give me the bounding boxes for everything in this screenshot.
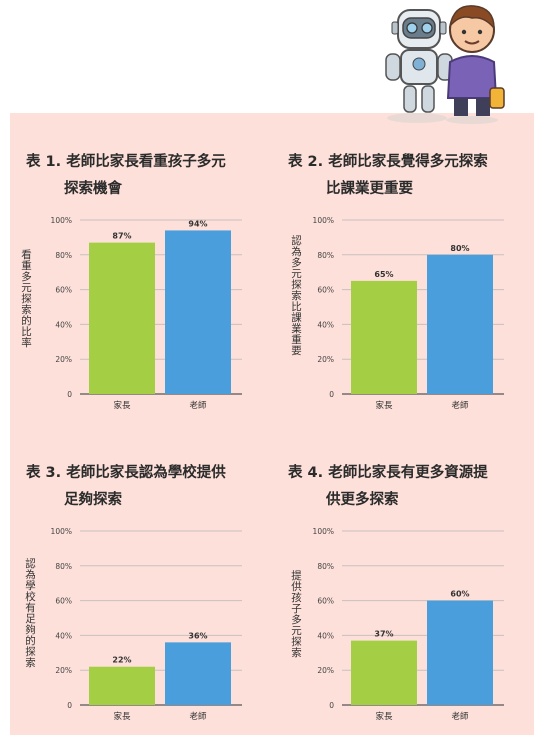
x-category-label: 家長 [113,711,131,722]
bar-chart-svg: 0 20% 40% 60% 80% 100% 22% 家長 36% 老師 [51,527,242,722]
bar-teacher [165,230,231,394]
y-axis-label: 提供孩子多元探索 [290,570,302,658]
x-category-label: 老師 [451,711,469,722]
y-tick-label: 60% [317,286,334,295]
y-tick-label: 40% [55,320,72,329]
y-tick-label: 100% [51,216,72,225]
y-tick-label: 0 [329,701,334,710]
y-tick-label: 20% [317,355,334,364]
bar-value-label: 94% [188,219,207,228]
title-line-1: 老師比家長有更多資源提 [328,465,488,481]
bar-value-label: 36% [188,631,207,640]
y-tick-label: 40% [317,631,334,640]
x-category-label: 老師 [189,400,207,411]
y-tick-label: 40% [55,631,72,640]
y-tick-label: 80% [317,251,334,260]
bar-value-label: 87% [112,232,131,241]
bar-teacher [427,600,493,705]
bar-chart-svg: 0 20% 40% 60% 80% 100% 87% 家長 94% 老師 [51,216,242,411]
title-line-1: 老師比家長看重孩子多元 [66,154,226,170]
bar-parent [351,280,417,394]
bar-value-label: 80% [450,244,469,253]
title-line-2: 比課業更重要 [326,181,413,197]
title-line-1: 老師比家長認為學校提供 [66,465,226,481]
title-line-2: 供更多探索 [326,492,399,508]
title-number: 表 4. [288,465,324,481]
x-category-label: 老師 [189,711,207,722]
bar-parent [89,242,155,394]
y-axis-label: 認為多元探索比課業重要 [290,235,302,356]
boy-with-tools-icon [446,5,505,124]
y-tick-label: 20% [55,355,72,364]
y-tick-label: 100% [51,527,72,536]
title-number: 表 1. [26,154,62,170]
x-category-label: 家長 [375,400,393,411]
bar-teacher [165,642,231,705]
chart-title: 表 3. 老師比家長認為學校提供 足夠探索 [26,460,262,514]
y-axis-label: 認為學校有足夠的探索 [24,558,36,668]
y-tick-label: 80% [55,562,72,571]
y-tick-label: 80% [55,251,72,260]
y-tick-label: 60% [55,597,72,606]
x-category-label: 家長 [375,711,393,722]
y-tick-label: 100% [313,527,334,536]
y-tick-label: 0 [67,701,72,710]
bar-value-label: 65% [374,270,393,279]
title-line-1: 老師比家長覺得多元探索 [328,154,488,170]
bar-value-label: 22% [112,656,131,665]
x-category-label: 老師 [451,400,469,411]
y-tick-label: 40% [317,320,334,329]
bar-parent [351,640,417,705]
bar-parent [89,666,155,705]
y-tick-label: 100% [313,216,334,225]
y-axis-label: 看重多元探索的比率 [20,249,32,348]
bar-chart-svg: 0 20% 40% 60% 80% 100% 65% 家長 80% 老師 [313,216,504,411]
chart-title: 表 2. 老師比家長覺得多元探索 比課業更重要 [288,149,524,203]
title-number: 表 2. [288,154,324,170]
bar-chart-svg: 0 20% 40% 60% 80% 100% 37% 家長 60% 老師 [313,527,504,722]
y-tick-label: 0 [67,390,72,399]
y-tick-label: 60% [317,597,334,606]
title-number: 表 3. [26,465,62,481]
chart-4: 表 4. 老師比家長有更多資源提 供更多探索 提供孩子多元探索 0 20% 40% 6… [272,424,534,735]
robot-and-boy-illustration [385,5,505,124]
title-line-2: 探索機會 [64,181,122,197]
y-tick-label: 0 [329,390,334,399]
y-tick-label: 60% [55,286,72,295]
title-line-2: 足夠探索 [64,492,122,508]
y-tick-label: 20% [317,666,334,675]
y-tick-label: 80% [317,562,334,571]
chart-title: 表 1. 老師比家長看重孩子多元 探索機會 [26,149,262,203]
bar-value-label: 60% [450,590,469,599]
chart-2: 表 2. 老師比家長覺得多元探索 比課業更重要 認為多元探索比課業重要 0 20%… [272,113,534,424]
robot-icon [385,9,453,123]
bar-value-label: 37% [374,630,393,639]
chart-1: 表 1. 老師比家長看重孩子多元 探索機會 看重多元探索的比率 0 20% 40% 6… [10,113,272,424]
chart-3: 表 3. 老師比家長認為學校提供 足夠探索 認為學校有足夠的探索 0 20% 40%… [10,424,272,735]
x-category-label: 家長 [113,400,131,411]
bar-teacher [427,254,493,394]
chart-title: 表 4. 老師比家長有更多資源提 供更多探索 [288,460,524,514]
y-tick-label: 20% [55,666,72,675]
